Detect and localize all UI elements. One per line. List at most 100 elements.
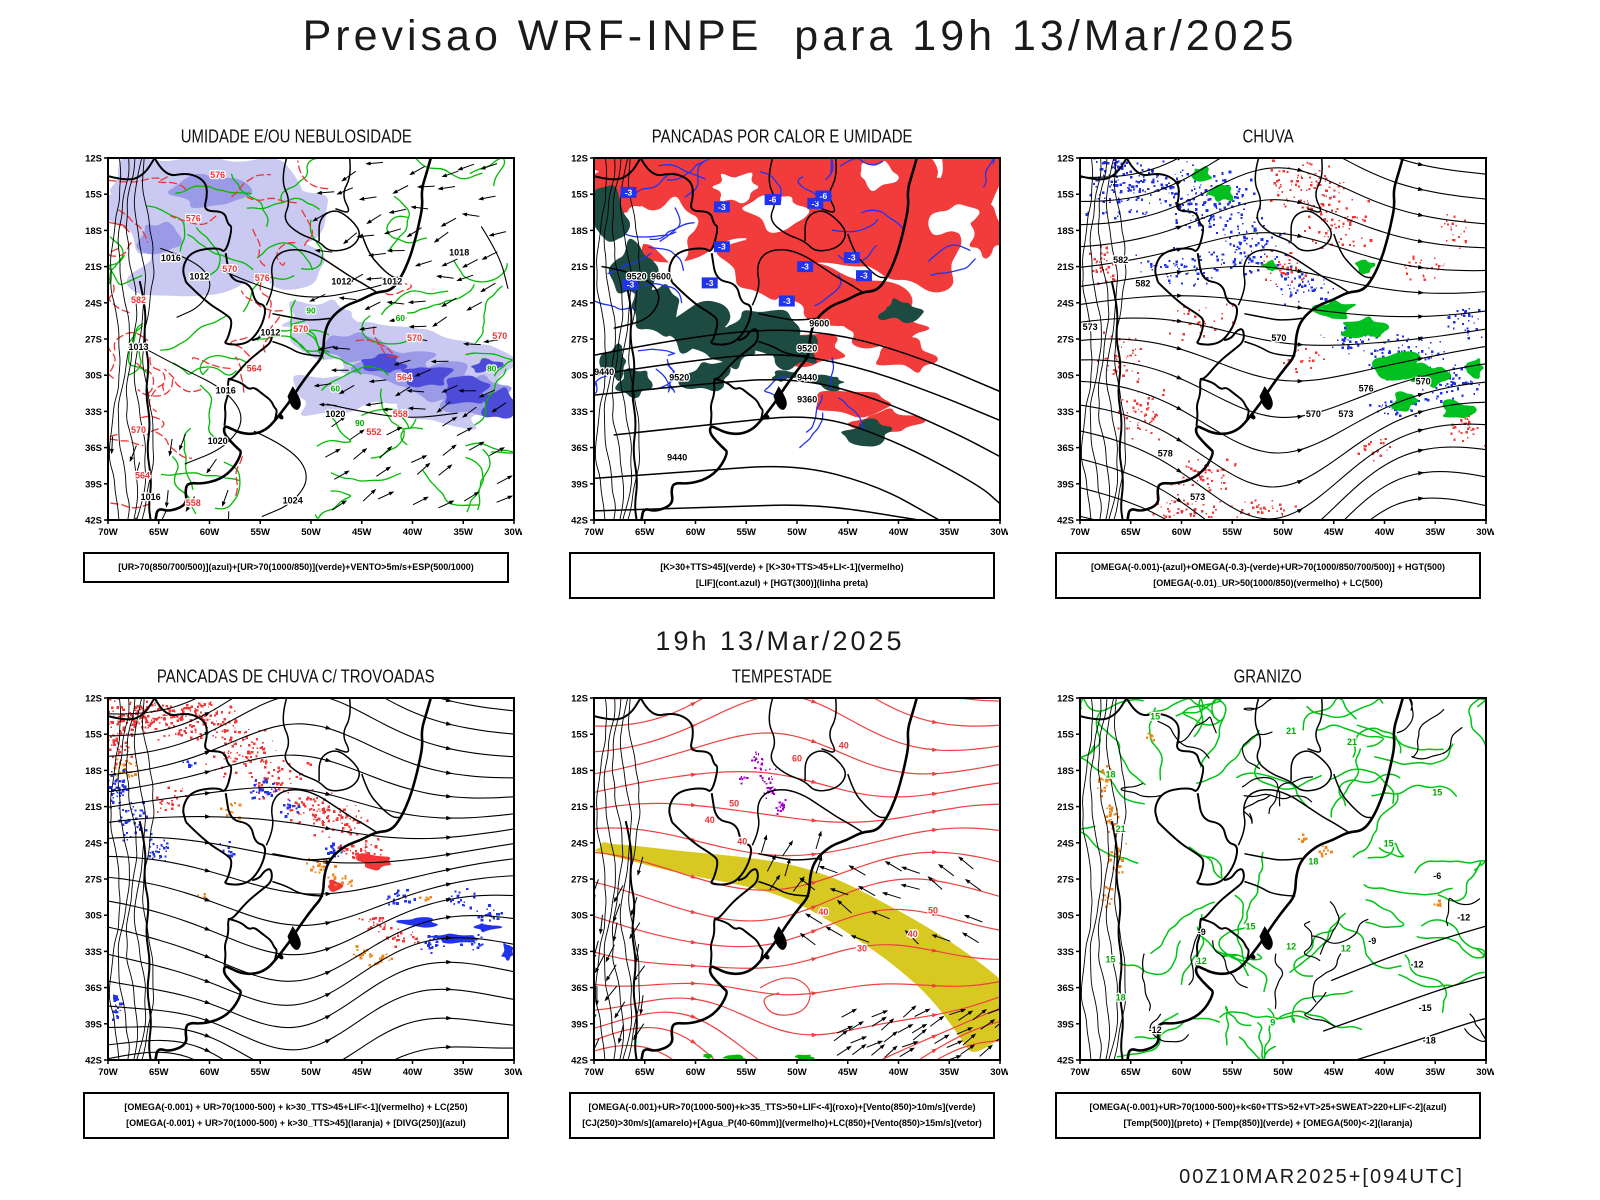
svg-text:15S: 15S [1057, 190, 1074, 201]
layer-curves [139, 226, 509, 517]
svg-text:9440: 9440 [594, 367, 614, 377]
svg-text:570: 570 [1416, 376, 1431, 386]
svg-text:30S: 30S [85, 371, 102, 382]
svg-text:9520: 9520 [627, 271, 647, 281]
panel-title-text: PANCADAS POR CALOR E UMIDADE [651, 126, 913, 147]
svg-text:570: 570 [407, 333, 422, 343]
caption-line: [OMEGA(-0.001)-(azul)+OMEGA(-0.3)-(verde… [1090, 562, 1446, 572]
svg-text:-3: -3 [627, 280, 635, 290]
svg-text:24S: 24S [1057, 838, 1074, 849]
svg-text:18S: 18S [85, 766, 102, 777]
svg-text:-3: -3 [848, 253, 856, 263]
svg-text:15: 15 [1105, 954, 1115, 964]
panel-granizo: GRANIZO 18 15 21 21 18 15 12 12 18 15 12 9 21 15 15 -6 -9… [1042, 666, 1494, 1140]
svg-text:-12: -12 [1410, 960, 1423, 970]
svg-text:39S: 39S [85, 479, 102, 490]
layer-labels: 50 40 40 30 40 50 40 60 40 [703, 740, 939, 955]
svg-text:9360: 9360 [797, 394, 817, 404]
svg-text:552: 552 [366, 427, 381, 437]
svg-text:33S: 33S [85, 947, 102, 958]
svg-text:42S: 42S [85, 1056, 102, 1067]
svg-text:1012: 1012 [382, 277, 402, 287]
svg-text:45W: 45W [1324, 1067, 1344, 1078]
panel-title-text: TEMPESTADE [731, 666, 833, 687]
svg-text:65W: 65W [149, 1067, 169, 1078]
svg-text:564: 564 [135, 470, 150, 480]
svg-text:21S: 21S [1057, 262, 1074, 273]
svg-text:582: 582 [1113, 255, 1128, 265]
svg-text:60W: 60W [200, 1067, 220, 1078]
panel-title-umidade: UMIDADE E/OU NEBULOSIDADE [70, 126, 522, 152]
svg-text:55W: 55W [736, 527, 756, 538]
caption-line: [K>30+TTS>45](verde) + [K>30+TTS>45+LI<-… [660, 562, 904, 572]
layer-streamlines [108, 698, 514, 1060]
svg-text:21: 21 [1347, 737, 1357, 747]
svg-text:18: 18 [1308, 857, 1318, 867]
map-tempestade: 50 40 40 30 40 50 40 60 40 12S 15S 18S 21S 24S 27S 30S 3… [571, 694, 1008, 1079]
svg-text:42S: 42S [571, 516, 588, 527]
svg-text:-3: -3 [706, 278, 714, 288]
svg-text:576: 576 [1359, 384, 1374, 394]
svg-text:35W: 35W [453, 527, 473, 538]
layer-speckles [739, 751, 787, 815]
svg-text:70W: 70W [98, 527, 118, 538]
svg-text:70W: 70W [584, 527, 604, 538]
svg-text:30S: 30S [1057, 911, 1074, 922]
svg-text:55W: 55W [250, 1067, 270, 1078]
caption-line: [OMEGA(-0.001)+UR>70(1000-500)+k<60+TTS>… [1089, 1102, 1447, 1112]
svg-text:12S: 12S [1057, 694, 1074, 705]
svg-text:40: 40 [705, 815, 715, 825]
svg-text:70W: 70W [584, 1067, 604, 1078]
svg-text:-3: -3 [860, 271, 868, 281]
svg-text:40W: 40W [1375, 527, 1395, 538]
layer-labels: 90 60 80 60 90 [305, 305, 498, 430]
svg-text:21: 21 [1286, 726, 1296, 736]
svg-text:24S: 24S [85, 298, 102, 309]
svg-text:65W: 65W [635, 1067, 655, 1078]
svg-text:1012: 1012 [331, 277, 351, 287]
layer-curves [759, 977, 811, 1016]
caption-tempestade: [OMEGA(-0.001)+UR>70(1000-500)+k>35_TTS>… [569, 1092, 995, 1140]
svg-text:30W: 30W [990, 1067, 1008, 1078]
panel-title-text: PANCADAS DE CHUVA C/ TROVOADAS [157, 666, 435, 687]
svg-text:40: 40 [908, 929, 918, 939]
basemap [1080, 158, 1405, 520]
svg-text:570: 570 [1306, 409, 1321, 419]
valid-time-label: 19h 13/Mar/2025 [655, 626, 905, 656]
svg-text:558: 558 [393, 409, 408, 419]
svg-text:30S: 30S [571, 371, 588, 382]
panel-title-trovoadas: PANCADAS DE CHUVA C/ TROVOADAS [70, 666, 522, 692]
layer-scribbles [594, 158, 995, 449]
svg-text:18S: 18S [85, 226, 102, 237]
svg-text:39S: 39S [571, 1019, 588, 1030]
svg-text:9520: 9520 [797, 344, 817, 354]
svg-text:33S: 33S [1057, 947, 1074, 958]
svg-text:33S: 33S [1057, 407, 1074, 418]
svg-text:12S: 12S [85, 694, 102, 705]
svg-text:40: 40 [839, 741, 849, 751]
layer-labels: 18 15 21 21 18 15 12 12 18 15 12 9 21 15 15 [1104, 711, 1443, 1029]
svg-text:15: 15 [1384, 838, 1394, 848]
svg-text:570: 570 [222, 264, 237, 274]
svg-text:27S: 27S [85, 875, 102, 886]
layer-labels: 582 582 570 576 570 573 578 573 570 573 [1081, 254, 1431, 504]
svg-text:-3: -3 [718, 202, 726, 212]
svg-text:27S: 27S [571, 875, 588, 886]
caption-chuva: [OMEGA(-0.001)-(azul)+OMEGA(-0.3)-(verde… [1055, 552, 1481, 600]
svg-text:12S: 12S [571, 154, 588, 165]
svg-text:15: 15 [1245, 922, 1255, 932]
map-granizo: 18152121181512121815129211515-6-9-12-12-… [1057, 694, 1494, 1079]
svg-text:36S: 36S [571, 443, 588, 454]
svg-text:9600: 9600 [651, 271, 671, 281]
svg-text:12S: 12S [85, 154, 102, 165]
svg-text:582: 582 [131, 295, 146, 305]
svg-text:21S: 21S [571, 262, 588, 273]
svg-text:15S: 15S [571, 730, 588, 741]
svg-text:60: 60 [792, 753, 802, 763]
svg-text:30W: 30W [504, 527, 522, 538]
caption-pancadas-calor: [K>30+TTS>45](verde) + [K>30+TTS>45+LI<-… [569, 552, 995, 600]
svg-text:-15: -15 [1419, 1003, 1432, 1013]
svg-text:33S: 33S [571, 947, 588, 958]
svg-text:9: 9 [1270, 1018, 1275, 1028]
